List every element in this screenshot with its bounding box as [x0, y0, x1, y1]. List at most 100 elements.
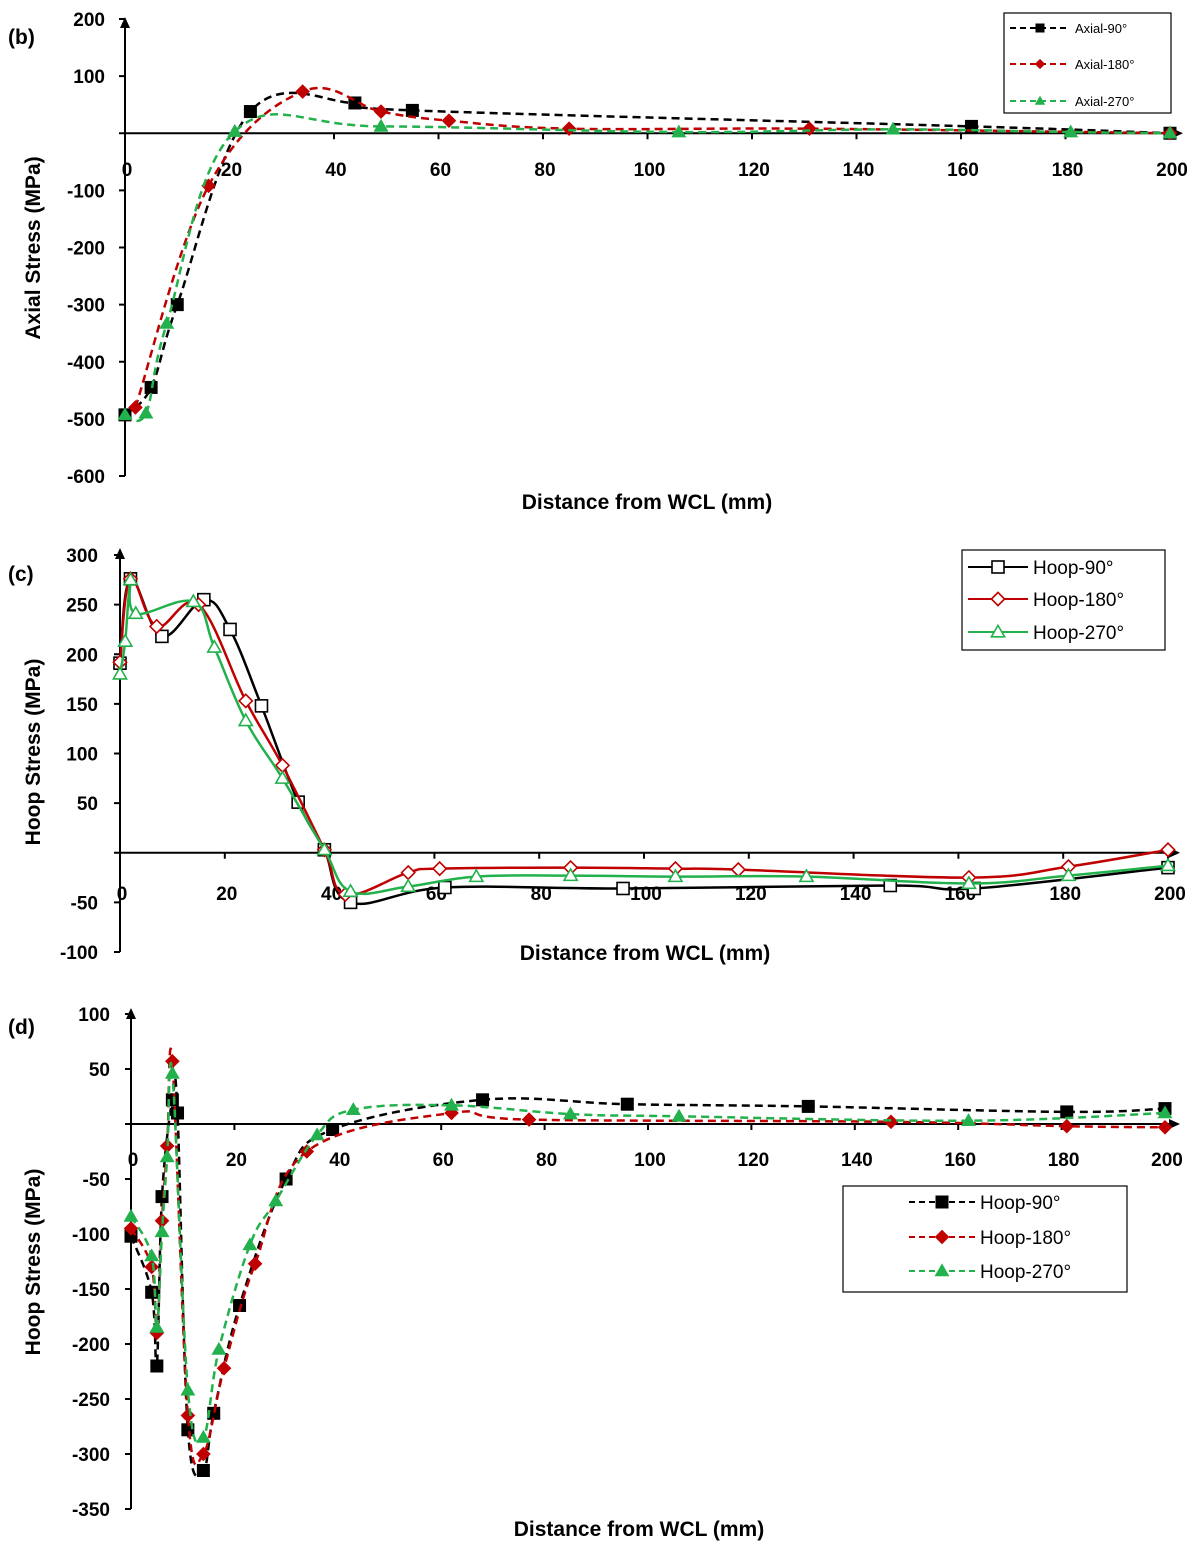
panel-b-series-axial-90-point [243, 105, 257, 119]
panel-c-series-hoop-180-point [148, 618, 165, 635]
panel-b-label: (b) [8, 26, 35, 49]
panel-d-x-tick-label: 200 [1151, 1150, 1183, 1171]
panel-c-x-tick-label: 200 [1154, 884, 1186, 905]
panel-b-series-axial-270-point [227, 123, 243, 137]
panel-b-legend-label: Axial-90° [1075, 21, 1127, 36]
panel-d-x-axis-arrow [1169, 1119, 1180, 1129]
panel-c-series-hoop-270-point [562, 867, 579, 882]
panel-c-series-hoop-270-point [122, 571, 139, 586]
panel-b-x-tick-label: 80 [534, 160, 555, 181]
panel-d-series-hoop-180-point [1059, 1118, 1075, 1134]
panel-c-legend-marker [990, 591, 1006, 607]
panel-b-series-axial-180-point [561, 121, 577, 136]
panel-c-y-axis-arrow [115, 548, 125, 559]
panel-b-x-tick-label: 120 [738, 160, 770, 181]
panel-b-legend-marker [1034, 58, 1046, 70]
panel-c-y-tick-label: 50 [77, 794, 98, 815]
panel-c-series-hoop-180-point [1160, 842, 1176, 858]
panel-c-y-tick-label: 150 [66, 695, 98, 716]
panel-c-series-hoop-270-point [342, 883, 359, 898]
panel-d-y-tick-label: -50 [83, 1170, 110, 1191]
panel-b-series-axial-180-point [441, 113, 457, 128]
panel-b-series-axial-270-point [885, 121, 901, 135]
panel-b-y-tick-label: -200 [67, 239, 105, 260]
panel-b-series-axial-180-point [373, 104, 389, 119]
panel-b-y-tick-label: -400 [67, 353, 105, 374]
panel-d-series-hoop-270-point [345, 1102, 361, 1115]
panel-b-y-tick-label: -500 [67, 410, 105, 431]
panel-b-x-tick-label: 160 [947, 160, 979, 181]
panel-c-legend-label: Hoop-270° [1033, 623, 1124, 644]
panel-d-label: (d) [8, 1016, 35, 1039]
panel-d-series-hoop-270-point [242, 1237, 258, 1251]
panel-d-series-hoop-90-point [155, 1190, 169, 1204]
panel-b-series-axial-180-point [128, 400, 143, 415]
panel-c-x-tick-label: 80 [531, 884, 552, 905]
panel-d-series-hoop-90-point [196, 1464, 210, 1477]
panel-c-series-hoop-270-point [960, 875, 977, 890]
panel-c-legend-label: Hoop-180° [1033, 590, 1124, 611]
panel-c-x-tick-label: 180 [1049, 884, 1081, 905]
panel-b-x-tick-label: 60 [430, 160, 451, 181]
panel-c-series-hoop-270-point [798, 868, 815, 883]
panel-c-series-hoop-90-point [438, 880, 452, 895]
panel-d-y-tick-label: -250 [72, 1390, 110, 1411]
panel-c-series-hoop-270-point [1160, 857, 1176, 872]
panel-c-series-hoop-90-point [155, 629, 169, 644]
panel-c-series-hoop-270-point [1060, 867, 1077, 882]
panel-c-series-hoop-270-point [274, 770, 291, 784]
panel-d-legend-marker [934, 1263, 950, 1277]
panel-d-x-tick-label: 20 [226, 1150, 247, 1171]
panel-d-series-hoop-270-point [154, 1224, 170, 1238]
panel-b-series-axial-90-point [405, 103, 419, 117]
panel-d-series-hoop-270-point [195, 1429, 211, 1443]
panel-d-x-tick-label: 100 [634, 1150, 666, 1171]
panel-b-y-axis-arrow [120, 17, 130, 28]
panel-d-y-tick-label: -100 [72, 1225, 110, 1246]
panel-c-series-hoop-270-point [667, 868, 684, 883]
panel-c-series-hoop-270-point [400, 878, 417, 893]
panel-d-series-hoop-270-point [180, 1382, 196, 1396]
panel-c-legend-marker [990, 623, 1006, 638]
panel-b-y-tick-label: -300 [67, 296, 105, 317]
panel-b-legend-label: Axial-180° [1075, 57, 1134, 72]
panel-c-series-hoop-270-point [127, 605, 144, 620]
panel-d-y-tick-label: -150 [72, 1280, 110, 1301]
panel-c-x-axis-title: Distance from WCL (mm) [520, 942, 770, 965]
panel-d-y-tick-label: 50 [89, 1060, 110, 1081]
panel-c-series-hoop-270-point [185, 593, 202, 608]
panel-c-series-hoop-180-point [730, 861, 747, 878]
panel-c-y-tick-label: 200 [66, 645, 98, 666]
panel-c-legend-label: Hoop-90° [1033, 558, 1113, 579]
panel-d-series-hoop-270-point [159, 1149, 175, 1163]
panel-d-series-hoop-270-point [671, 1108, 687, 1122]
panel-b-legend-marker [1035, 23, 1045, 33]
panel-d-x-tick-label: 40 [329, 1150, 350, 1171]
panel-d-x-tick-label: 80 [536, 1150, 557, 1171]
panel-b-x-tick-label: 100 [634, 160, 666, 181]
panel-c-series-hoop-90-point [223, 622, 237, 637]
panel-c-series-hoop-180-point [431, 860, 448, 877]
panel-c-series-hoop-270-line [118, 578, 1169, 896]
panel-d-series-hoop-90-point [620, 1097, 634, 1111]
panel-c-x-tick-label: 120 [735, 884, 767, 905]
panel-d-series-hoop-180-point [123, 1221, 139, 1236]
panel-c-y-tick-label: -100 [60, 943, 98, 964]
panel-c-series-hoop-180-point [238, 693, 254, 709]
panel-d-series-hoop-270-point [961, 1113, 977, 1126]
panel-b-series-axial-180-point [802, 121, 817, 136]
panel-b-series-axial-270-point [671, 124, 687, 138]
panel-d-x-tick-label: 140 [841, 1150, 873, 1171]
panel-d-series-hoop-180-point [180, 1408, 196, 1423]
panel-b-y-tick-label: 200 [73, 10, 105, 31]
panel-b-y-tick-label: -600 [67, 467, 105, 488]
panel-d-series-hoop-180-point [883, 1114, 899, 1130]
panel-d-series-hoop-270-point [144, 1248, 160, 1262]
panel-d-y-tick-label: -300 [72, 1445, 110, 1466]
panel-c-series-hoop-270-point [206, 639, 223, 653]
panel-d-series-hoop-270-point [562, 1106, 578, 1120]
panel-c-y-tick-label: 300 [66, 546, 98, 567]
panel-b-x-tick-label: 180 [1052, 160, 1084, 181]
panel-c-x-tick-label: 20 [216, 884, 237, 905]
